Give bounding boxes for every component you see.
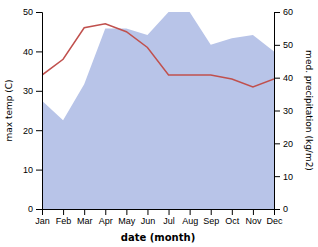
tick-label: May [118,216,136,226]
tick-mark [105,209,106,215]
tick: Oct [225,209,240,226]
temperature-line [42,24,274,87]
tick-mark [274,78,280,79]
tick: Nov [245,209,262,226]
tick-label: 60 [283,7,293,17]
tick-mark [190,209,191,215]
tick-mark [211,209,212,215]
tick-mark [274,111,280,112]
tick-mark [147,209,148,215]
tick-mark [36,209,42,210]
tick-mark [232,209,233,215]
tick-label: 10 [23,165,33,175]
tick: Sep [203,209,219,226]
chart: JanFebMarAprMayJunJulAugSepOctNovDec0102… [0,0,318,247]
tick-label: Aug [182,216,198,226]
tick: Jul [163,209,175,226]
tick: Jan [35,209,50,226]
tick-mark [84,209,85,215]
tick-mark [274,45,280,46]
y2-axis: 0 10 20 30 40 50 60 [274,7,293,214]
tick: Jun [141,209,156,226]
tick-label: 30 [23,86,33,96]
tick: 50 [274,40,293,50]
precipitation-area [42,12,274,209]
tick-mark [36,51,42,52]
tick-label: Oct [225,216,240,226]
tick: 60 [274,7,293,17]
tick: 10 [274,172,293,182]
tick: 40 [23,47,42,57]
axis-line [43,210,275,216]
tick-label: Nov [245,216,262,226]
tick-mark [63,209,64,215]
tick: 30 [23,86,42,96]
tick: 0 [274,204,288,214]
tick-mark [169,209,170,215]
tick-label: 0 [283,204,288,214]
x-axis: Jan Feb Mar Apr May Jun Jul Aug Sep Oct Nov Dec [35,209,283,226]
tick-label: Jan [35,216,50,226]
tick-label: 50 [283,40,293,50]
tick-mark [274,143,280,144]
tick-label: Sep [203,216,219,226]
tick: Apr [99,209,113,226]
tick-label: 0 [28,204,33,214]
tick: 0 [28,204,42,214]
tick: 20 [274,139,293,149]
tick-mark [274,12,280,13]
axis-line [275,13,281,210]
tick: May [118,209,136,226]
tick-label: Dec [266,216,283,226]
tick: Feb [56,209,72,226]
y-axis-title: max temp (C) [4,79,14,141]
tick: Dec [266,209,283,226]
y-axis: 0 10 20 30 40 50 [23,7,43,214]
tick: Aug [182,209,198,226]
tick-label: 20 [283,139,293,149]
tick-mark [126,209,127,215]
tick-label: Jul [163,216,175,226]
tick-mark [36,130,42,131]
tick-label: Mar [77,216,93,226]
tick: 40 [274,73,293,83]
tick-mark [274,209,280,210]
tick-label: Feb [56,216,72,226]
tick: 30 [274,106,293,116]
tick: Mar [77,209,93,226]
tick-mark [36,170,42,171]
marks [42,12,274,209]
axis-line [36,13,43,210]
plot: JanFebMarAprMayJunJulAugSepOctNovDec0102… [4,7,314,243]
x-axis-title: date (month) [121,232,195,243]
y2-axis-title: med. precipitation (kg/m2) [304,50,314,171]
tick-label: Jun [141,216,156,226]
tick-mark [274,176,280,177]
tick-label: Apr [99,216,113,226]
tick-mark [253,209,254,215]
tick-mark [36,91,42,92]
tick-mark [36,12,42,13]
tick-label: 40 [23,47,33,57]
tick: 50 [23,7,42,17]
tick-label: 50 [23,7,33,17]
tick-label: 40 [283,73,293,83]
tick-label: 10 [283,172,293,182]
tick-label: 20 [23,126,33,136]
tick-label: 30 [283,106,293,116]
tick: 10 [23,165,42,175]
tick: 20 [23,126,42,136]
